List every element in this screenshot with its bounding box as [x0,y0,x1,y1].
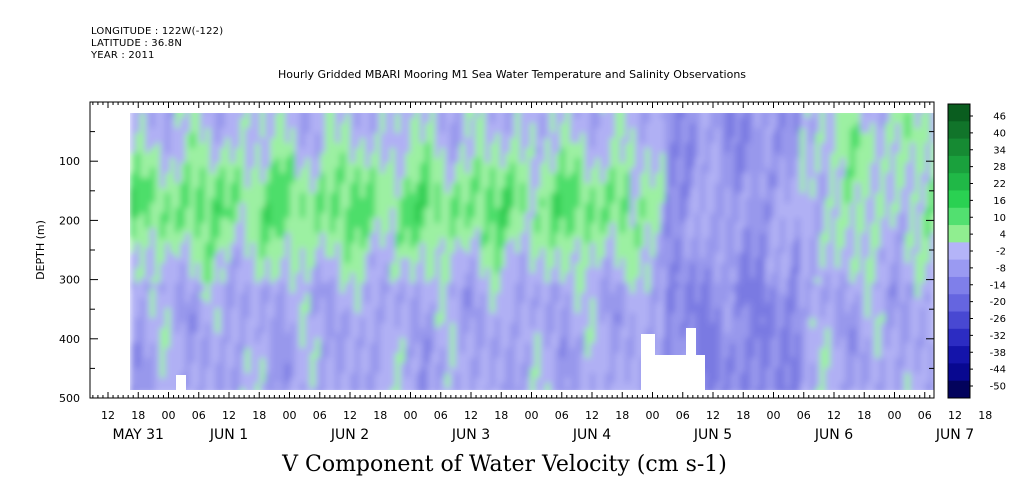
y-tick-label: 100 [59,155,80,168]
x-hour-label: 00 [525,409,539,422]
colorbar-label: 34 [993,145,1006,156]
y-tick-label: 400 [59,333,80,346]
colorbar-swatch [948,190,970,209]
x-day-label: JUN 4 [572,427,611,443]
heatmap-field [130,113,934,390]
colorbar-swatch [948,138,970,157]
x-hour-label: 12 [101,409,115,422]
x-hour-label: 00 [767,409,781,422]
colorbar-label: 22 [993,179,1006,190]
colorbar-label: 4 [1000,230,1006,241]
x-hour-label: 12 [706,409,720,422]
colorbar-label: 28 [993,162,1006,173]
colorbar-label: 16 [993,196,1006,207]
x-hour-label: 00 [404,409,418,422]
x-hour-label: 12 [948,409,962,422]
x-day-label: JUN 6 [814,427,853,443]
colorbar-label: -14 [990,280,1006,291]
x-hour-label: 00 [646,409,660,422]
x-hour-label: 00 [888,409,902,422]
x-hour-label: 18 [494,409,508,422]
colorbar-label: 10 [993,213,1006,224]
colorbar-label: -8 [996,263,1006,274]
colorbar-swatch [948,173,970,191]
y-tick-label: 500 [59,392,80,405]
colorbar: 46 40 34 28 22 16 10 4 -2 -8 -14 -20 -26 -32 -38 -44 -50 [947,103,1006,399]
x-day-label: JUN 2 [330,427,369,443]
colorbar-label: -50 [990,382,1006,393]
x-hour-label: 06 [313,409,327,422]
x-hour-label: 00 [162,409,176,422]
x-hour-label: 06 [918,409,932,422]
x-day-label: MAY 31 [113,427,164,443]
x-hour-label: 06 [797,409,811,422]
x-day-label: JUN 1 [209,427,248,443]
colorbar-swatch [948,155,970,174]
colorbar-swatch [948,346,970,364]
x-hour-label: 12 [222,409,236,422]
colorbar-label: -38 [990,348,1006,359]
colorbar-label: -2 [996,247,1006,258]
latitude-label: LATITUDE : 36.8N [91,38,183,49]
x-day-label: JUN 5 [693,427,732,443]
x-hour-label: 12 [464,409,478,422]
colorbar-label: -32 [990,331,1006,342]
x-hour-label: 12 [827,409,841,422]
colorbar-swatch [948,380,970,399]
colorbar-label: 46 [993,112,1006,123]
y-axis-label: DEPTH (m) [34,220,47,280]
colorbar-swatch [948,242,970,261]
x-hour-label: 06 [434,409,448,422]
x-hour-label: 18 [252,409,266,422]
colorbar-swatch [948,311,970,330]
x-hour-label: 12 [585,409,599,422]
year-label: YEAR : 2011 [91,50,155,61]
colorbar-label: -20 [990,297,1006,308]
x-hour-label: 12 [343,409,357,422]
x-hour-label: 18 [615,409,629,422]
colorbar-swatch [948,207,970,226]
colorbar-swatch [948,225,970,243]
colorbar-swatch [948,294,970,313]
x-hour-label: 06 [676,409,690,422]
colorbar-swatch [948,276,970,295]
x-hour-label: 18 [736,409,750,422]
colorbar-swatch [948,104,970,122]
colorbar-swatch [948,363,970,382]
x-day-label: JUN 3 [451,427,490,443]
x-hour-label: 18 [131,409,145,422]
y-tick-label: 200 [59,214,80,227]
colorbar-label: -44 [990,365,1006,376]
colorbar-label: -26 [990,314,1006,325]
x-hour-label: 06 [555,409,569,422]
x-hour-label: 18 [978,409,992,422]
x-hour-label: 00 [283,409,297,422]
longitude-label: LONGITUDE : 122W(-122) [91,26,224,37]
colorbar-swatch [948,328,970,347]
colorbar-swatch [948,121,970,140]
y-tick-label: 300 [59,274,80,287]
x-hour-label: 18 [857,409,871,422]
x-hour-label: 18 [373,409,387,422]
chart-title: Hourly Gridded MBARI Mooring M1 Sea Wate… [277,68,747,81]
colorbar-label: 40 [993,128,1006,139]
colorbar-swatch [948,259,970,278]
x-hour-label: 06 [192,409,206,422]
bottom-title: V Component of Water Velocity (cm s-1) [282,452,727,477]
x-day-label: JUN 7 [935,427,974,443]
